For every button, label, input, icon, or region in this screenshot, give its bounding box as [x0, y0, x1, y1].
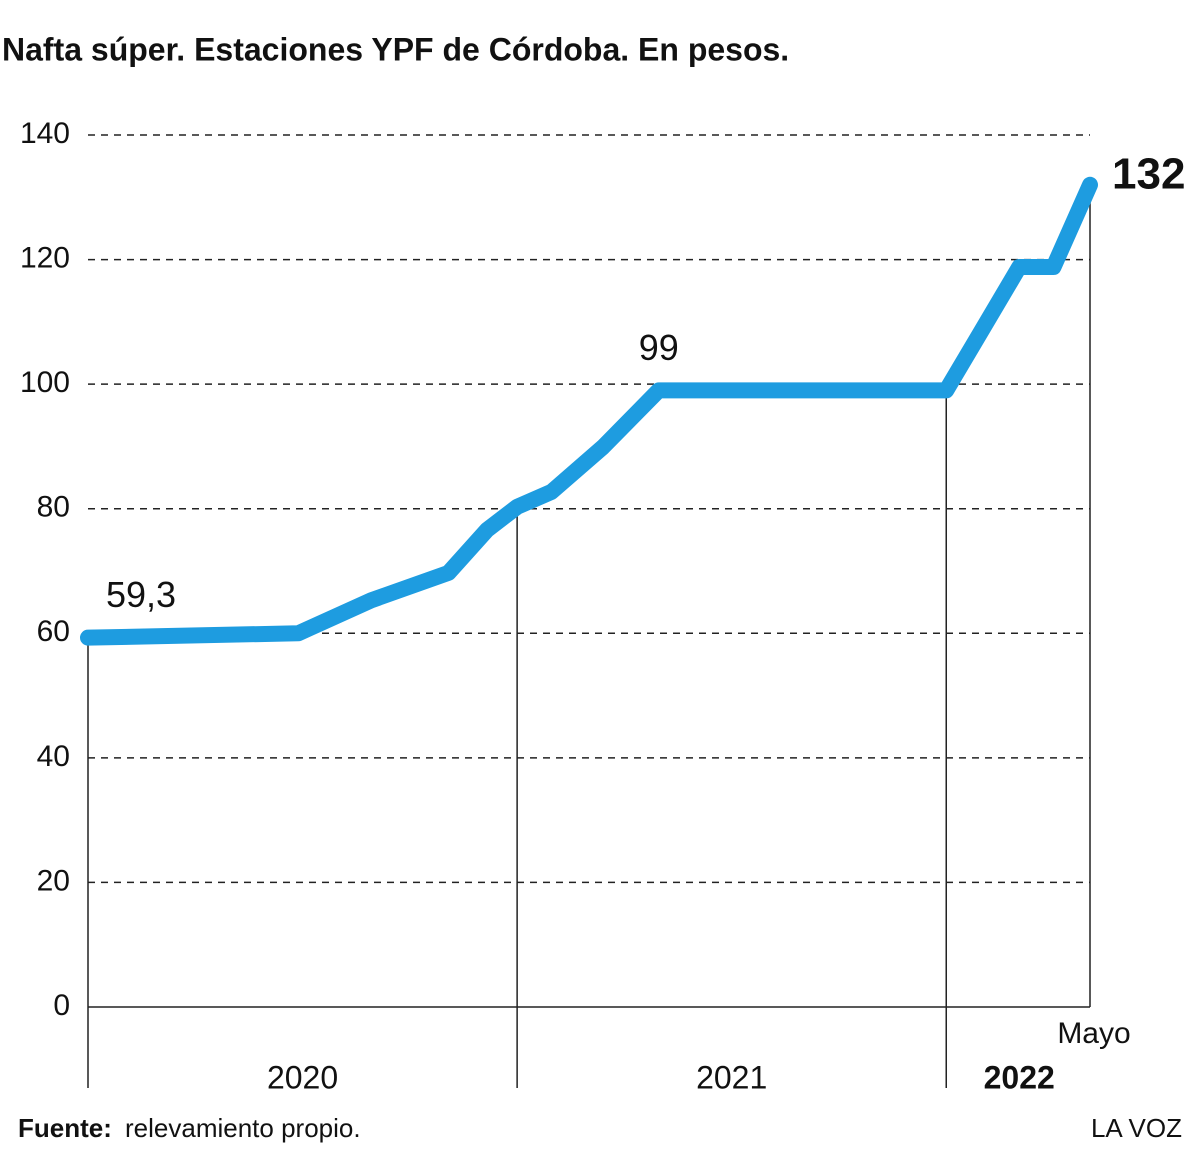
- line: [80, 176, 1098, 646]
- y-tick-label: 100: [20, 366, 70, 399]
- source: relevamiento propio.: [125, 1113, 361, 1143]
- data-label: 59,3: [106, 574, 176, 615]
- credit: LA VOZ: [1091, 1113, 1182, 1143]
- data-label: 99: [639, 327, 679, 368]
- x-annotation: Mayo: [1057, 1017, 1130, 1050]
- y-tick-label: 80: [37, 491, 70, 524]
- x-tick-label: 2020: [267, 1059, 338, 1095]
- chart-title: Nafta súper. Estaciones YPF de Córdoba. …: [2, 31, 789, 67]
- y-tick-label: 0: [53, 989, 70, 1022]
- source-label: Fuente:: [18, 1113, 112, 1143]
- data-label: 132: [1112, 149, 1185, 198]
- y-tick-label: 20: [37, 864, 70, 897]
- y-tick-label: 60: [37, 615, 70, 648]
- x-tick-label: 2021: [696, 1059, 767, 1095]
- y-tick-label: 40: [37, 740, 70, 773]
- x-tick-label: 2022: [984, 1059, 1055, 1095]
- y-tick-label: 140: [20, 117, 70, 150]
- y-tick-label: 120: [20, 241, 70, 274]
